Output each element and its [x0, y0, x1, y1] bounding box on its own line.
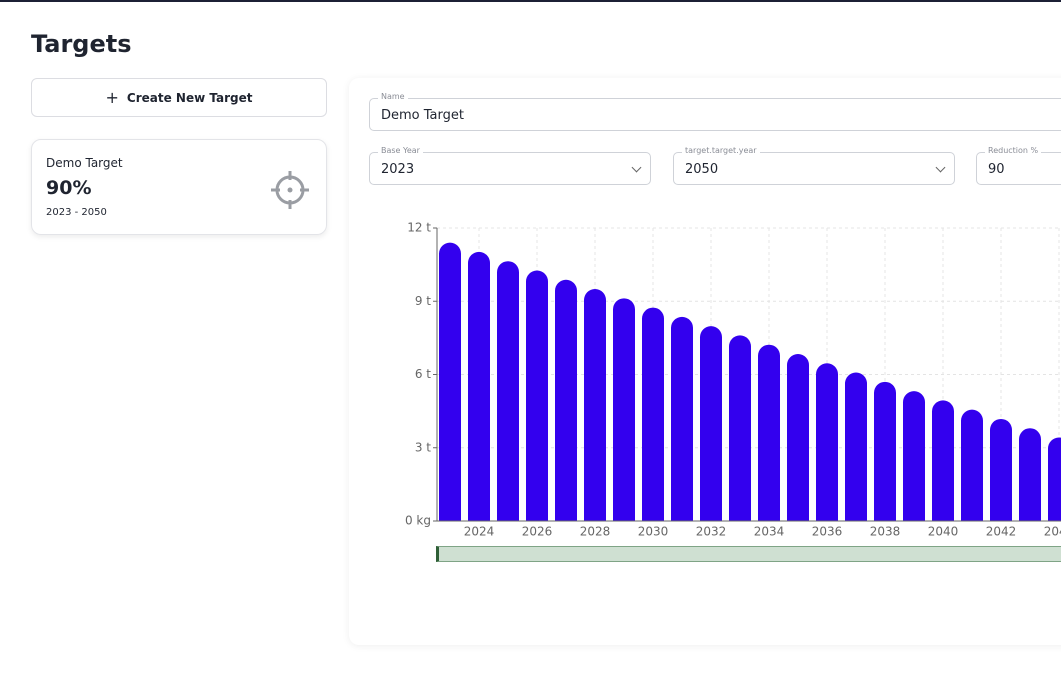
x-tick-label: 2026 [522, 525, 553, 539]
y-tick-label: 3 t [415, 440, 431, 454]
x-tick-label: 2042 [986, 525, 1017, 539]
bar [845, 372, 867, 521]
target-icon [271, 171, 309, 209]
x-tick-label: 2030 [638, 525, 669, 539]
chart: 0 kg 3 t 6 t 9 t 12 t 2024 2026 2028 2030 2032 203… [405, 221, 1061, 539]
y-tick-label: 6 t [415, 367, 431, 381]
bar [787, 353, 809, 521]
bar [584, 289, 606, 521]
field-label: Base Year [378, 146, 423, 155]
base-year-select[interactable]: Base Year 2023 [369, 146, 651, 185]
bar [613, 298, 635, 521]
target-year-select[interactable]: target.target.year 2050 [673, 146, 955, 185]
field-value: 90 [988, 162, 1005, 177]
x-tick-label: 2036 [812, 525, 843, 539]
target-percent: 90% [46, 177, 92, 199]
target-name: Demo Target [46, 156, 123, 170]
x-tick-label: 2028 [580, 525, 611, 539]
bar [497, 261, 519, 521]
bar [990, 418, 1012, 521]
field-value: 2023 [381, 162, 415, 177]
x-tick-label: 2040 [928, 525, 959, 539]
bar [642, 307, 664, 521]
target-card[interactable]: Demo Target 90% 2023 - 2050 [31, 139, 327, 235]
bar [758, 344, 780, 521]
x-tick-label: 2034 [754, 525, 785, 539]
target-range: 2023 - 2050 [46, 207, 107, 218]
chart-range-slider[interactable] [436, 546, 1061, 562]
bar [816, 363, 838, 521]
field-label: Reduction % [985, 146, 1042, 155]
field-label: target.target.year [682, 146, 760, 155]
reduction-field[interactable]: Reduction % 90 [976, 146, 1061, 185]
bar [468, 251, 490, 521]
field-value: 2050 [685, 162, 719, 177]
name-field[interactable]: Name Demo Target [369, 92, 1061, 131]
bar [903, 391, 925, 521]
bar [439, 242, 461, 521]
bar [932, 400, 954, 521]
create-target-button[interactable]: + Create New Target [31, 78, 327, 117]
x-tick-label: 2038 [870, 525, 901, 539]
x-tick-label: 2044 [1044, 525, 1061, 539]
bar [961, 409, 983, 521]
y-tick-label: 12 t [407, 221, 431, 235]
bar [555, 279, 577, 521]
y-tick-label: 0 kg [405, 514, 431, 528]
x-tick-label: 2024 [464, 525, 495, 539]
bar [526, 270, 548, 521]
bar [700, 326, 722, 521]
bar [671, 316, 693, 521]
field-value: Demo Target [381, 108, 464, 123]
button-label: Create New Target [126, 90, 253, 105]
x-tick-label: 2032 [696, 525, 727, 539]
y-tick-label: 9 t [415, 294, 431, 308]
field-label: Name [378, 92, 408, 101]
bar [874, 381, 896, 521]
bar [729, 335, 751, 521]
bar [1019, 428, 1041, 521]
bar [1048, 437, 1061, 521]
page-title: Targets [31, 30, 132, 58]
